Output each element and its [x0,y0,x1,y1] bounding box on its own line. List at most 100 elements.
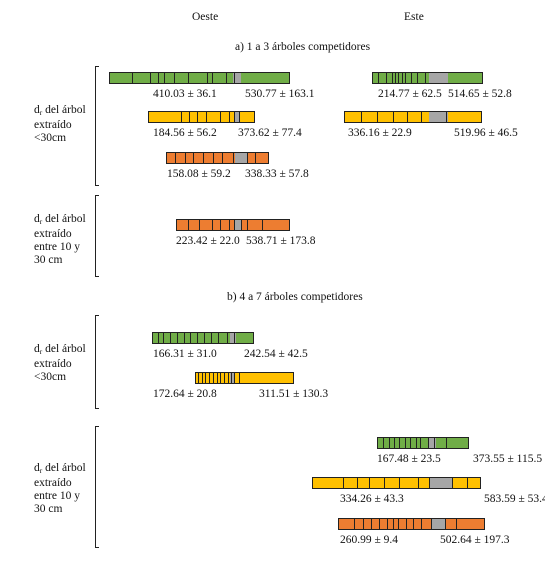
bar-tick [369,478,370,488]
bar-right-value: 502.64 ± 197.3 [440,534,510,546]
group-label-a-small: dr del árbol extraído <30cm [34,104,86,144]
group-brace-b-large [95,426,99,548]
bar-tick [392,73,393,83]
column-header-west: Oeste [192,11,219,23]
stacked-bar-b2w [195,372,294,384]
bar-tick [262,220,263,230]
bar-left-value: 166.31 ± 31.0 [153,348,217,360]
bar-tick [445,519,446,529]
bar-tick [429,478,430,488]
bar-gray-segment [235,220,242,230]
bar-right-value: 311.51 ± 130.3 [259,388,329,400]
bar-gray-segment [432,519,446,529]
bar-tick [399,438,400,448]
bar-right-value: 373.55 ± 115.5 [473,453,543,465]
bar-right-value: 242.54 ± 42.5 [244,348,308,360]
bar-left-value: 167.48 ± 23.5 [377,453,441,465]
bar-left-value: 410.03 ± 36.1 [153,88,217,100]
bar-tick [398,73,399,83]
bar-tick [190,333,191,343]
bar-tick [170,333,171,343]
bar-tick [197,112,198,122]
bar-tick [389,438,390,448]
bar-tick [410,438,411,448]
bar-left-value: 260.99 ± 9.4 [340,534,399,546]
group-brace-b-small [95,315,99,409]
bar-tick [234,333,235,343]
bar-tick [361,112,362,122]
bar-tick [379,519,380,529]
bar-tick [203,153,204,163]
bar-tick [425,73,426,83]
bar-gray-segment [230,333,236,343]
bar-right-value: 583.59 ± 53.4 [484,493,545,505]
bar-tick [209,373,210,383]
bar-tick [181,112,182,122]
bar-tick [416,438,417,448]
bar-tick [357,478,358,488]
bar-left-value: 334.26 ± 43.3 [340,493,404,505]
bar-tick [428,438,429,448]
bar-tick [188,220,189,230]
bar-tick [233,153,234,163]
bar-left-value: 158.08 ± 59.2 [167,168,231,180]
bar-tick [204,333,205,343]
bar-tick [394,438,395,448]
bar-tick [197,333,198,343]
section-title-b: b) 4 a 7 árboles competidores [227,291,363,303]
bar-tick [132,73,133,83]
bar-tick [202,373,203,383]
bar-tick [163,333,164,343]
bar-left-value: 336.16 ± 22.9 [348,127,412,139]
stacked-bar-b5e [338,518,485,530]
bar-tick [150,73,151,83]
bar-tick [399,478,400,488]
bar-gray-segment [235,153,247,163]
bar-gray-segment [430,478,453,488]
group-label-b-small: dr del árbol extraído <30cm [34,343,86,383]
bar-tick [205,373,206,383]
bar-tick [174,73,175,83]
bar-tick [413,519,414,529]
bar-tick [198,373,199,383]
section-title-a: a) 1 a 3 árboles competidores [235,41,371,53]
bar-tick [393,112,394,122]
bar-gray-segment [234,112,240,122]
bar-tick [406,519,407,529]
bar-tick [193,153,194,163]
bar-tick [229,112,230,122]
bar-tick [467,478,468,488]
group-brace-a-large [95,195,99,277]
bar-left-value: 184.56 ± 56.2 [153,127,217,139]
bar-tick [222,153,223,163]
bar-tick [247,153,248,163]
bar-tick [386,73,387,83]
bar-tick [211,333,212,343]
bar-tick [189,112,190,122]
bar-tick [185,153,186,163]
bar-tick [383,438,384,448]
bar-tick [420,438,421,448]
stacked-bar-a1e [372,72,483,84]
bar-tick [234,373,235,383]
bar-tick [387,519,388,529]
bar-tick [384,478,385,488]
bar-right-value: 514.65 ± 52.8 [448,88,512,100]
bar-left-value: 214.77 ± 62.5 [378,88,442,100]
stacked-bar-a2e [344,111,482,123]
bar-tick [421,112,422,122]
bar-gray-segment [429,73,448,83]
bar-tick [398,519,399,529]
stacked-bar-a4w [176,219,290,231]
group-label-b-large: dr del árbol extraído entre 10 y 30 cm [34,462,86,515]
bar-tick [212,73,213,83]
stacked-bar-a2w [148,111,255,123]
bar-tick [402,73,403,83]
bar-gray-segment [429,112,448,122]
bar-tick [234,73,235,83]
bar-tick [393,519,394,529]
bar-right-value: 530.77 ± 163.1 [245,88,315,100]
bar-tick [177,333,178,343]
bar-tick [434,438,435,448]
bar-tick [175,153,176,163]
